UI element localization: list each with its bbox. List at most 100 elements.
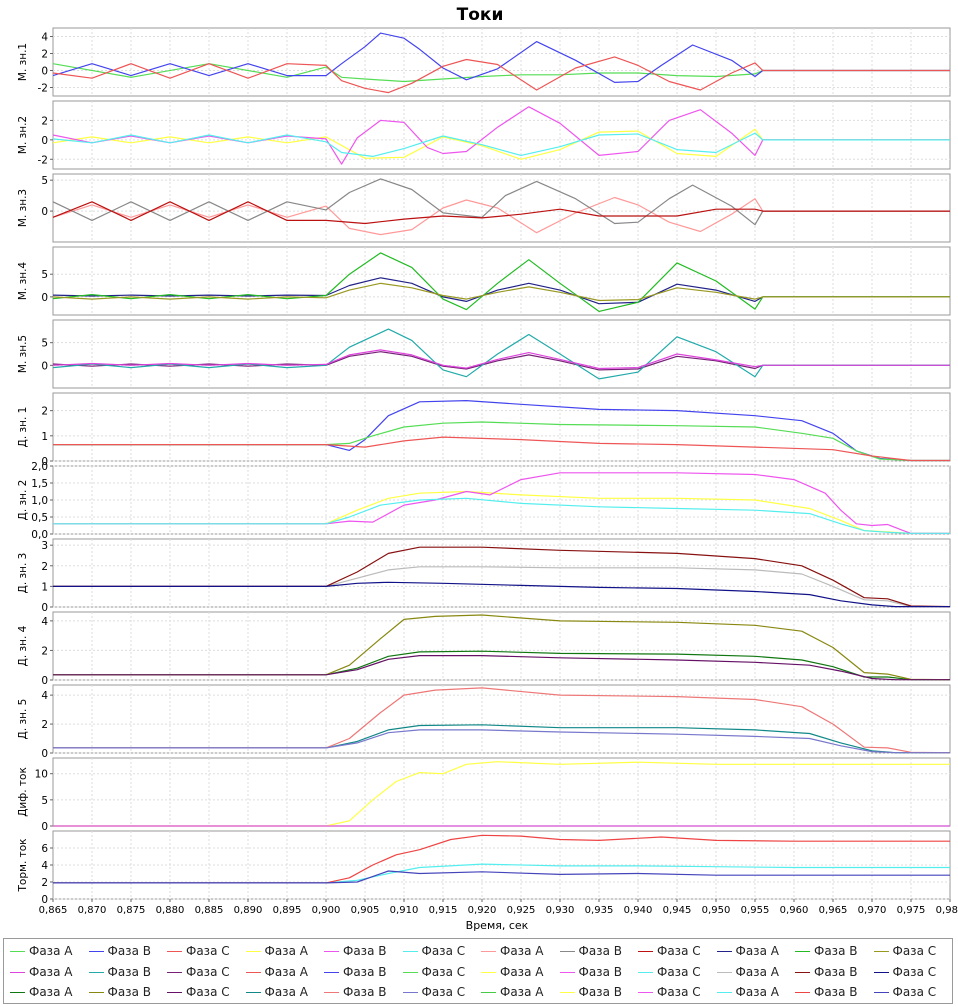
panel-frame	[52, 684, 951, 754]
legend-swatch	[716, 992, 732, 993]
panel-frame	[52, 173, 951, 243]
legend-swatch	[559, 992, 575, 993]
x-tick-label: 0,930	[546, 905, 575, 916]
y-tick-label: -2	[38, 154, 48, 166]
legend-label: Фаза C	[421, 944, 466, 958]
x-tick-label: 0,950	[702, 905, 731, 916]
panel-frame	[52, 757, 951, 827]
panel-5: 0 5 М. зн.5	[17, 319, 951, 389]
legend-swatch	[245, 971, 261, 973]
series-line	[53, 436, 950, 462]
panel-frame	[52, 538, 951, 608]
legend-label: Фаза A	[500, 944, 544, 958]
x-axis-label: Время, сек	[466, 919, 529, 932]
y-axis-label: М. зн.5	[17, 335, 29, 373]
legend-label: Фаза C	[892, 985, 937, 999]
series-line	[52, 128, 950, 160]
series-line	[52, 277, 950, 305]
legend-label: Фаза B	[578, 944, 622, 958]
series-line	[53, 472, 950, 534]
y-tick-label: 5	[41, 269, 48, 281]
y-tick-label: 5	[41, 338, 48, 350]
legend-label: Фаза C	[657, 985, 701, 999]
panel-2: -2 0 2 М. зн.2	[17, 100, 951, 170]
y-tick-label: 0	[41, 206, 48, 218]
legend-swatch	[245, 951, 261, 952]
legend-swatch	[795, 971, 810, 973]
series-line	[53, 566, 950, 608]
x-tick-label: 0,980	[936, 905, 958, 916]
x-tick-label: 0,965	[819, 905, 848, 916]
legend-label: Фаза C	[892, 964, 937, 979]
legend-swatch	[402, 992, 418, 993]
panel-frame	[52, 27, 951, 97]
y-tick-label: 4	[41, 32, 48, 44]
legend-swatch	[167, 992, 182, 993]
y-tick-label: 2	[41, 49, 48, 61]
panel-9: 0 2 4 Д. зн. 4	[17, 611, 951, 687]
panel-frame	[52, 100, 951, 170]
legend-label: Фаза B	[814, 964, 858, 979]
legend-swatch	[324, 992, 339, 993]
x-tick-label: 0,895	[273, 905, 302, 916]
y-tick-label: 4	[41, 616, 48, 628]
panel-7: 0,0 0,5 1,0 1,5 2,0Д. зн. 2	[17, 461, 951, 541]
legend-swatch	[559, 971, 575, 973]
legend-swatch	[716, 971, 732, 973]
legend-swatch	[88, 992, 104, 993]
series-line	[52, 32, 950, 83]
panel-1: -2 0 2 4 М. зн.1	[17, 27, 951, 97]
x-tick-label: 0,905	[351, 905, 380, 916]
series-line	[52, 196, 950, 236]
series-line	[53, 655, 950, 681]
legend-swatch	[324, 971, 339, 973]
chart-title: Токи	[457, 5, 504, 25]
y-tick-label: 0	[41, 675, 48, 687]
y-tick-label: 1	[41, 431, 48, 443]
y-tick-label: 6	[41, 843, 48, 855]
x-tick-label: 0,880	[156, 905, 185, 916]
legend-swatch	[402, 951, 418, 952]
legend-swatch	[167, 951, 182, 952]
legend-swatch	[716, 951, 732, 952]
legend-swatch	[638, 992, 653, 993]
x-tick-label: 0,920	[468, 905, 497, 916]
x-tick-label: 0,925	[507, 905, 536, 916]
panel-8: 0 1 2 3 Д. зн. 3	[17, 538, 951, 614]
series-line	[52, 282, 950, 302]
series-line	[53, 729, 950, 754]
legend-swatch	[10, 971, 25, 973]
y-tick-label: 4	[41, 860, 48, 872]
legend-swatch	[10, 951, 25, 952]
legend-swatch	[324, 951, 339, 952]
chart-panels: -2 0 2 4 М. зн.1 -2 0 2 М. зн.2 0 5 М. зн.3 0 5 М. зн.…	[17, 27, 951, 906]
y-axis-label: Д. зн. 4	[17, 625, 29, 666]
legend-label: Фаза A	[29, 944, 73, 958]
series-line	[53, 687, 951, 754]
y-tick-label: 0,5	[31, 512, 48, 524]
panel-11: 0 5 10 Диф. ток	[17, 757, 951, 833]
series-line	[52, 132, 950, 157]
legend-swatch	[88, 971, 104, 973]
y-axis-label: Д. зн. 2	[17, 480, 29, 521]
legend-label: Фаза C	[657, 944, 701, 958]
legend-label: Фаза C	[186, 944, 230, 958]
legend-label: Фаза C	[186, 985, 230, 999]
panel-frame	[52, 611, 951, 681]
x-tick-label: 0,885	[195, 905, 224, 916]
legend-label: Фаза C	[657, 964, 701, 979]
panel-4: 0 5 М. зн.4	[17, 246, 951, 316]
y-tick-label: 5	[41, 795, 48, 807]
y-tick-label: 2	[41, 877, 48, 889]
y-tick-label: 2	[41, 719, 48, 731]
y-tick-label: 0	[41, 602, 48, 614]
series-line	[53, 581, 950, 608]
legend-swatch	[873, 951, 889, 952]
legend-label: Фаза C	[186, 964, 230, 979]
legend-label: Фаза B	[578, 985, 622, 999]
legend-swatch	[481, 992, 496, 993]
series-line	[52, 63, 950, 83]
y-axis-label: Диф. ток	[17, 767, 29, 817]
y-tick-label: 0	[41, 456, 48, 468]
